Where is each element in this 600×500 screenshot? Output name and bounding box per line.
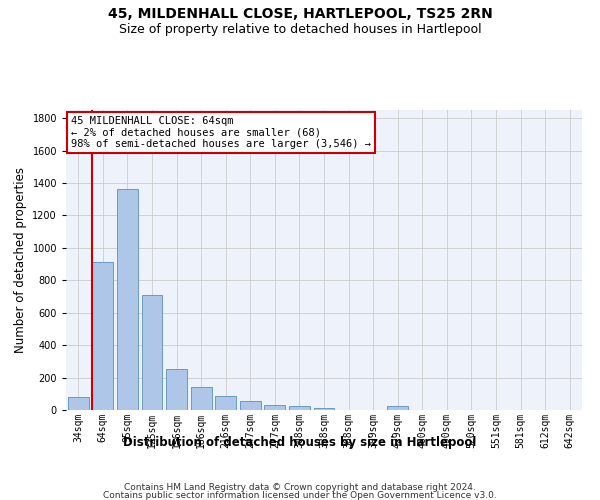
Bar [68, 397, 89, 410]
Text: Contains HM Land Registry data © Crown copyright and database right 2024.: Contains HM Land Registry data © Crown c… [124, 484, 476, 492]
Text: Distribution of detached houses by size in Hartlepool: Distribution of detached houses by size … [124, 436, 476, 449]
Text: Size of property relative to detached houses in Hartlepool: Size of property relative to detached ho… [119, 22, 481, 36]
Bar [191, 388, 212, 410]
Bar [215, 396, 236, 410]
Text: 45, MILDENHALL CLOSE, HARTLEPOOL, TS25 2RN: 45, MILDENHALL CLOSE, HARTLEPOOL, TS25 2… [107, 8, 493, 22]
Y-axis label: Number of detached properties: Number of detached properties [14, 167, 27, 353]
Bar [117, 190, 138, 410]
Bar [166, 370, 187, 410]
Bar [314, 408, 334, 410]
Bar [142, 295, 163, 410]
Text: Contains public sector information licensed under the Open Government Licence v3: Contains public sector information licen… [103, 491, 497, 500]
Bar [240, 401, 261, 410]
Bar [387, 406, 408, 410]
Bar [92, 262, 113, 410]
Bar [265, 405, 286, 410]
Bar [289, 406, 310, 410]
Text: 45 MILDENHALL CLOSE: 64sqm
← 2% of detached houses are smaller (68)
98% of semi-: 45 MILDENHALL CLOSE: 64sqm ← 2% of detac… [71, 116, 371, 149]
